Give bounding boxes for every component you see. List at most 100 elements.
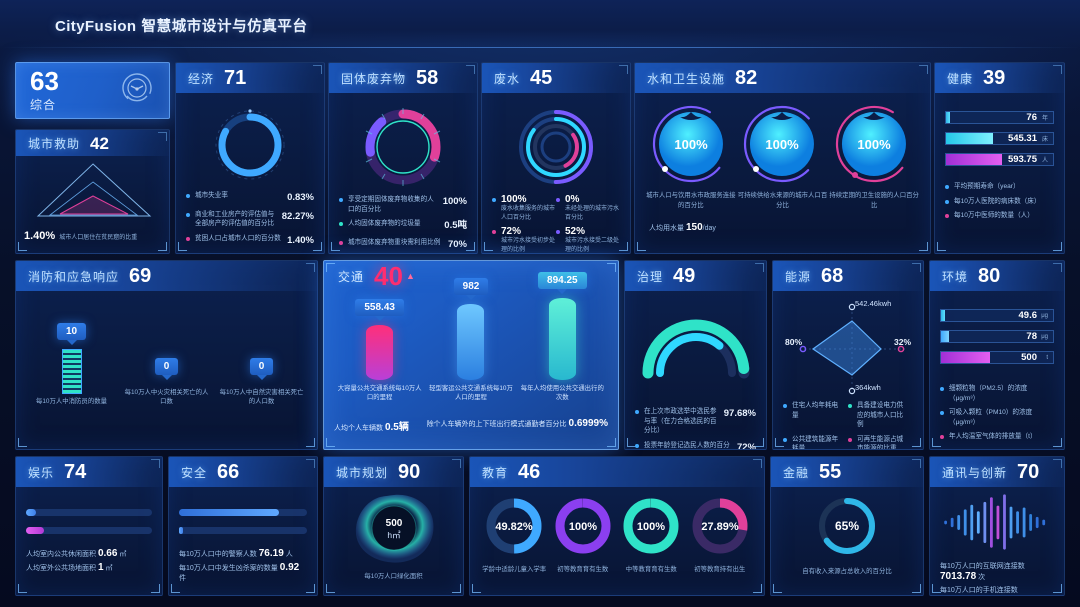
- transport-bar-item: 894.25 每年人均使用公共交通出行的次数: [519, 270, 605, 403]
- panel-score-urban-planning: 90: [398, 461, 421, 483]
- fire-stat-item: 10 每10万人中消防员的数量: [27, 321, 117, 407]
- panel-title-environment: 环境: [942, 269, 969, 284]
- overall-score-card[interactable]: 63 综合: [15, 62, 170, 119]
- trend-up-icon: ▲: [405, 271, 415, 281]
- svg-text:h㎡: h㎡: [387, 530, 401, 540]
- panel-urban-planning[interactable]: 城市规划 90: [323, 456, 464, 596]
- fire-stat-item: 0 每10万人中火灾相关死亡的人口数: [122, 303, 212, 407]
- panel-water-sanitation[interactable]: 水和卫生设施 82 100% 城市人口与饮用水市政服务连接的百分比: [634, 62, 931, 254]
- panel-score-safety: 66: [217, 461, 240, 483]
- svg-text:65%: 65%: [835, 519, 859, 533]
- legend-item: 细颗粒物（PM2.5）的浓度（μg/m³）: [940, 384, 1054, 403]
- panel-governance[interactable]: 治理 49 在上次市政选举中选民参与率（在力合格选民的百分比） 97.68% 投票…: [624, 260, 767, 450]
- panel-transport[interactable]: 交通 40 ▲ 558.43 大容量公共交通系统每10万人口的里程 982 轻型…: [323, 260, 619, 450]
- panel-wastewater[interactable]: 废水 45: [481, 62, 631, 254]
- brand-name: CityFusion: [55, 17, 137, 35]
- transport-bar-item: 558.43 大容量公共交通系统每10万人口的里程: [337, 297, 423, 403]
- waste-legend: 享受定期固体废弃物收集的人口的百分比 100% 人均固体废弃物的垃圾量 0.5吨 城…: [339, 195, 467, 252]
- telecom-stat: 每10万人口的互联网连接数 7013.78 次: [940, 563, 1025, 582]
- recreation-stat: 人均室内公共休闲面积 0.66 ㎡: [26, 548, 127, 559]
- education-donut: 27.89% 初等教育持有出生: [686, 495, 755, 575]
- dashboard-gauge-icon: [119, 70, 155, 111]
- panel-score-transport: 40: [374, 261, 403, 291]
- legend-item: 享受定期固体废弃物收集的人口的百分比 100%: [339, 195, 467, 214]
- environment-legend: 细颗粒物（PM2.5）的浓度（μg/m³） 可吸入颗粒（PM10）的浓度（μg/…: [940, 384, 1054, 442]
- education-donut: 49.82% 学龄中适龄儿童入学率: [480, 495, 549, 575]
- panel-score-wastewater: 45: [530, 67, 553, 89]
- energy-legend: 住宅人均年耗电量 具备建设电力供应的城市人口比例 公共建筑能源年耗量 可再生能源…: [783, 401, 913, 449]
- finance-donut: 65%: [781, 493, 913, 559]
- panel-finance[interactable]: 金融 55 65% 自有收入来源占总收入的百分比: [770, 456, 924, 596]
- health-bar: 593.75 人: [945, 153, 1054, 166]
- wastewater-item: 72% 城市污水接受初步处理的比例: [492, 226, 556, 253]
- svg-text:100%: 100%: [637, 521, 665, 533]
- panel-title-governance: 治理: [637, 269, 664, 284]
- telecom-stat: 每10万人口的手机连接数 29697.92 次: [940, 587, 1018, 594]
- svg-text:27.89%: 27.89%: [701, 521, 739, 533]
- panel-title-recreation: 娱乐: [28, 465, 55, 480]
- brand-subtitle: 智慧城市设计与仿真平台: [141, 18, 308, 35]
- panel-title-education: 教育: [482, 465, 509, 480]
- panel-safety[interactable]: 安全 66 每10万人口中的警察人数 76.19 人 每10万人口中发生凶杀案的…: [168, 456, 318, 596]
- panel-title-health: 健康: [947, 71, 974, 86]
- svg-text:100%: 100%: [569, 521, 597, 533]
- legend-item: 公共建筑能源年耗量: [783, 435, 848, 449]
- panel-score-finance: 55: [819, 461, 842, 483]
- svg-text:100%: 100%: [766, 137, 800, 152]
- panel-title-finance: 金融: [783, 465, 810, 480]
- panel-title-wastewater: 废水: [494, 71, 521, 86]
- panel-title-safety: 安全: [181, 465, 208, 480]
- app-header: CityFusion 智慧城市设计与仿真平台: [0, 0, 1080, 50]
- panel-fire-emergency[interactable]: 消防和应急响应 69 10 每10万人中消防员的数量 0 每10万人中火灾相关死…: [15, 260, 318, 450]
- panel-score-telecom-innovation: 70: [1017, 461, 1040, 483]
- economy-ring-chart: [186, 99, 314, 191]
- safety-stat: 每10万人口中的警察人数 76.19 人: [179, 548, 293, 559]
- panel-economy[interactable]: 经济 71 城市失业率 0.83% 商业和工业房产的评估值与全部房产的评估值的百分…: [175, 62, 325, 254]
- water-gauge: 100% 城市人口与饮用水市政服务连接的百分比: [646, 103, 736, 210]
- legend-item: 年人均温室气体的排放量（t）: [940, 432, 1054, 442]
- panel-solid-waste[interactable]: 固体废弃物 58: [328, 62, 478, 254]
- relief-caption: 城市人口居住在贫民窟的比重: [59, 235, 138, 241]
- svg-text:500: 500: [385, 518, 402, 529]
- panel-score-education: 46: [518, 461, 541, 483]
- recreation-bar: [26, 527, 152, 534]
- urban-blob-chart: 500 h㎡: [334, 489, 453, 567]
- wastewater-item: 0% 未经处理的城市污水百分比: [556, 194, 620, 222]
- legend-item: 可吸入颗粒（PM10）的浓度（μg/m³）: [940, 408, 1054, 427]
- panel-energy[interactable]: 能源 68 542.46kwh: [772, 260, 924, 450]
- legend-item: 每10万人医院的病床数（床）: [945, 197, 1054, 207]
- page-title: CityFusion 智慧城市设计与仿真平台: [55, 15, 308, 36]
- telecom-waveform-chart: [940, 491, 1054, 553]
- legend-item: 贫困人口占城市人口的百分数 1.40%: [186, 234, 314, 248]
- panel-score-city-relief: 42: [90, 133, 109, 153]
- panel-education[interactable]: 教育 46 49.82% 学龄中适龄儿童入学率: [469, 456, 765, 596]
- environment-bar: 49.6 μg: [940, 309, 1054, 322]
- dashboard-grid: 63 综合 城市救助 42: [15, 62, 1065, 602]
- panel-city-relief[interactable]: 城市救助 42 1.40% 城市人口居住在贫民窟的比重: [15, 129, 170, 254]
- wastewater-item: 52% 城市污水接受二级处理的比例: [556, 226, 620, 253]
- governance-legend: 在上次市政选举中选民参与率（在力合格选民的百分比） 97.68% 投票年龄登记选民…: [635, 407, 756, 449]
- panel-score-environment: 80: [978, 265, 1001, 287]
- fire-stat-item: 0 每10万人中自然灾害相关死亡的人口数: [217, 303, 307, 407]
- health-bar: 76 年: [945, 111, 1054, 124]
- legend-item: 商业和工业房产的评估值与全部房产的评估值的百分比 82.27%: [186, 210, 314, 229]
- safety-bar: [179, 527, 307, 534]
- safety-stat: 每10万人口中发生凶杀案的数量 0.92 件: [179, 562, 300, 582]
- legend-item: 住宅人均年耗电量: [783, 401, 848, 430]
- relief-value: 1.40%: [24, 230, 56, 242]
- panel-title-solid-waste: 固体废弃物: [341, 71, 407, 86]
- panel-score-governance: 49: [673, 265, 696, 287]
- panel-title-economy: 经济: [188, 71, 215, 86]
- recreation-stat: 人均室外公共场地面积 1 ㎡: [26, 562, 113, 573]
- education-donut: 100% 初等教育育有生数: [549, 495, 618, 575]
- overall-score-label: 综合: [30, 98, 57, 112]
- panel-title-urban-planning: 城市规划: [336, 465, 389, 480]
- panel-recreation[interactable]: 娱乐 74 人均室内公共休闲面积 0.66 ㎡ 人均室外公共场地面积 1 ㎡: [15, 456, 163, 596]
- panel-environment[interactable]: 环境 80 49.6 μg 78 μg 500 t: [929, 260, 1065, 450]
- panel-title-telecom-innovation: 通讯与创新: [942, 465, 1008, 480]
- svg-text:100%: 100%: [674, 137, 708, 152]
- education-donut: 100% 中等教育育有生数: [617, 495, 686, 575]
- panel-telecom-innovation[interactable]: 通讯与创新 70: [929, 456, 1065, 596]
- panel-health[interactable]: 健康 39 76 年 545.31 床 593.75 人: [934, 62, 1065, 254]
- panel-score-water-sanitation: 82: [735, 67, 758, 89]
